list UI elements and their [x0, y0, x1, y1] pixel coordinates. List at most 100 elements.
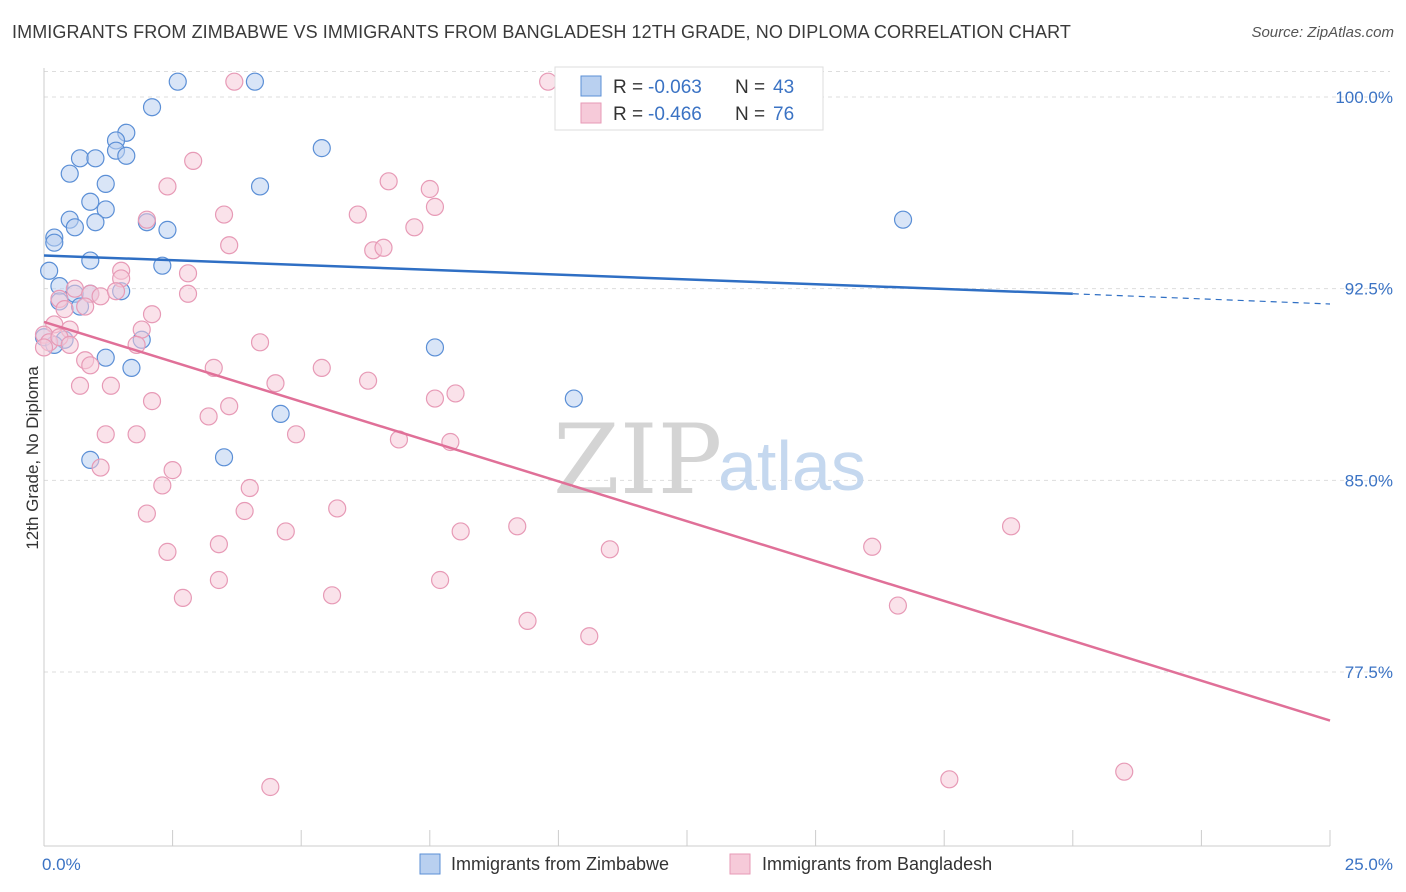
bangladesh-point: [250, 333, 270, 352]
bangladesh-point: [173, 588, 192, 607]
y-tick-label: 77.5%: [1345, 663, 1393, 682]
bangladesh-point: [178, 284, 198, 303]
bangladesh-point: [600, 540, 619, 559]
bangladesh-point: [374, 238, 393, 257]
watermark: ZIP atlas: [553, 404, 866, 516]
zimbabwe-point: [564, 389, 583, 408]
bangladesh-point: [55, 300, 74, 319]
trend-line-zimbabwe: [43, 254, 1073, 296]
zimbabwe-point: [86, 149, 105, 168]
bangladesh-point: [91, 287, 110, 306]
zimbabwe-point: [81, 251, 100, 270]
zimbabwe-point: [117, 146, 136, 165]
bangladesh-point: [209, 570, 228, 590]
bangladesh-point: [153, 476, 172, 495]
legend-n-label-zimbabwe: N =: [735, 77, 765, 98]
zimbabwe-point: [96, 174, 115, 193]
x-tick-label: 25.0%: [1345, 855, 1393, 874]
y-tick-label: 85.0%: [1345, 471, 1393, 490]
bangladesh-point: [863, 537, 882, 556]
watermark-atlas: atlas: [718, 427, 866, 505]
zimbabwe-point: [271, 404, 290, 423]
bangladesh-point: [405, 218, 424, 237]
bangladesh-point: [76, 297, 95, 316]
bangladesh-point: [132, 320, 151, 339]
bangladesh-point: [209, 535, 228, 554]
bangladesh-point: [240, 478, 259, 498]
bangladesh-point: [235, 501, 254, 521]
bangladesh-point: [940, 770, 959, 789]
bangladesh-point: [508, 517, 527, 536]
bangladesh-point: [225, 72, 244, 91]
bangladesh-point: [328, 499, 347, 518]
x-tick-label: 0.0%: [42, 855, 81, 874]
bangladesh-point: [220, 236, 239, 255]
trend-line-zimbabwe-extension: [1072, 293, 1331, 305]
bangladesh-point: [158, 177, 177, 196]
series-legend-swatch-zimbabwe: [419, 853, 441, 875]
legend-r-value-zimbabwe: -0.063: [648, 77, 702, 98]
x-tick-labels: 0.0% 25.0%: [42, 855, 1393, 874]
bangladesh-point: [425, 197, 445, 216]
zimbabwe-point: [40, 261, 59, 280]
chart-title: IMMIGRANTS FROM ZIMBABWE VS IMMIGRANTS F…: [12, 22, 1071, 42]
bangladesh-point: [34, 338, 54, 357]
series-legend-label-bangladesh: Immigrants from Bangladesh: [762, 854, 992, 874]
bangladesh-point: [70, 376, 90, 395]
zimbabwe-point: [153, 256, 172, 275]
bangladesh-point: [158, 542, 177, 561]
zimbabwe-point: [86, 213, 105, 232]
bangladesh-point: [106, 282, 126, 301]
bangladesh-point: [81, 356, 100, 375]
bangladesh-point: [199, 407, 218, 426]
zimbabwe-point: [214, 448, 234, 467]
y-axis-title: 12th Grade, No Diploma: [23, 366, 42, 550]
bangladesh-point: [348, 205, 367, 224]
bangladesh-point: [286, 425, 306, 444]
bangladesh-point: [888, 596, 908, 615]
bangladesh-point: [137, 504, 156, 523]
zimbabwe-point: [60, 164, 79, 183]
bangladesh-point: [220, 397, 239, 416]
legend-swatch-bangladesh: [580, 102, 602, 124]
bangladesh-point: [518, 611, 537, 630]
bangladesh-point: [446, 384, 465, 403]
bangladesh-point: [142, 305, 162, 324]
trend-line-bangladesh: [43, 320, 1331, 722]
bangladesh-point: [178, 264, 198, 283]
bangladesh-point: [312, 358, 331, 377]
bangladesh-point: [539, 72, 558, 91]
bangladesh-point: [580, 627, 599, 646]
legend-swatch-zimbabwe: [580, 75, 602, 97]
correlation-legend: R = -0.063 N = 43 R = -0.466 N = 76: [554, 66, 824, 131]
y-tick-labels: 100.0% 92.5% 85.0% 77.5%: [1335, 88, 1393, 682]
bangladesh-point: [101, 376, 120, 395]
zimbabwe-point: [96, 200, 115, 219]
zimbabwe-point: [312, 139, 331, 158]
bangladesh-point: [322, 586, 342, 605]
y-tick-label: 100.0%: [1335, 88, 1393, 107]
x-ticks: [43, 830, 1331, 846]
chart-source: Source: ZipAtlas.com: [1251, 24, 1394, 41]
zimbabwe-point: [81, 192, 100, 211]
series-legend-label-zimbabwe: Immigrants from Zimbabwe: [451, 854, 669, 874]
series-legend: Immigrants from Zimbabwe Immigrants from…: [419, 853, 992, 875]
bangladesh-point: [91, 458, 110, 477]
bangladesh-point: [379, 172, 398, 191]
bangladesh-point: [127, 425, 146, 444]
watermark-zip: ZIP: [553, 404, 722, 516]
bangladesh-point: [163, 461, 182, 480]
zimbabwe-point: [893, 210, 913, 229]
bangladesh-point: [1001, 517, 1021, 536]
bangladesh-point: [266, 374, 285, 393]
legend-n-value-bangladesh: 76: [773, 104, 794, 125]
bangladesh-point: [214, 205, 234, 224]
legend-r-label-zimbabwe: R =: [613, 77, 643, 98]
zimbabwe-point: [158, 220, 177, 239]
zimbabwe-point: [45, 233, 64, 252]
bangladesh-point: [276, 522, 295, 541]
gridlines: [44, 70, 1390, 673]
bangladesh-point: [65, 279, 84, 298]
bangladesh-point: [137, 210, 156, 229]
bangladesh-point: [1115, 762, 1134, 781]
